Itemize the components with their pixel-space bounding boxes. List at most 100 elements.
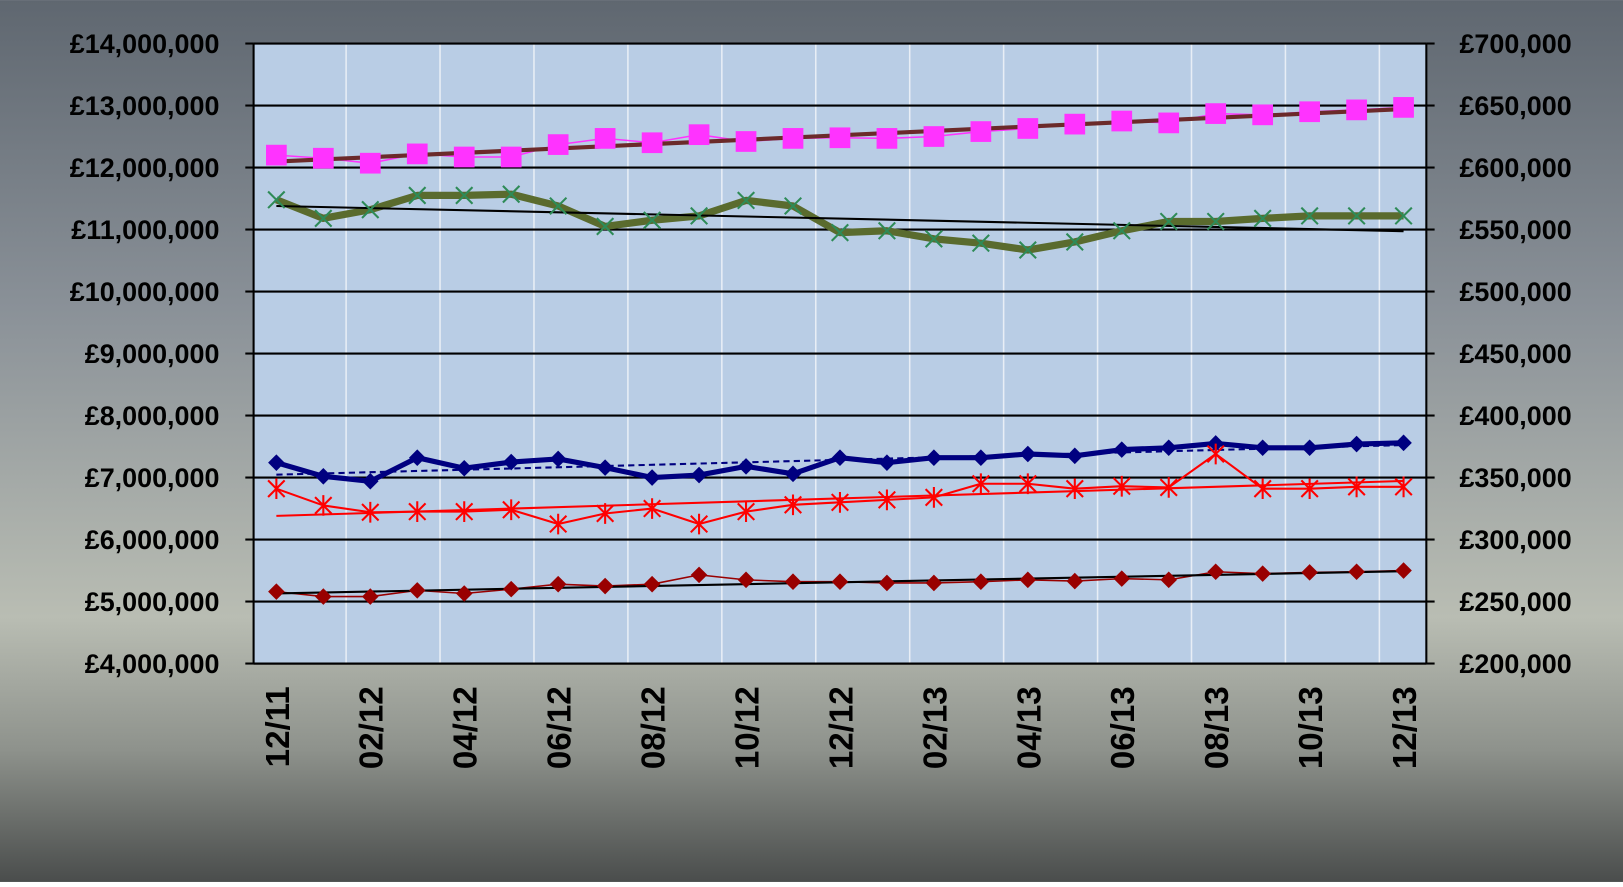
marker [1064,113,1086,135]
marker [1300,206,1319,225]
marker [737,191,756,210]
marker [643,575,661,593]
marker [643,211,662,230]
x-tick-label: 12/11 [260,686,297,767]
y2-tick-label: £400,000 [1459,401,1571,431]
trendline [276,204,1404,233]
marker [876,128,898,149]
marker [924,487,943,508]
marker [690,566,708,584]
marker [502,499,521,521]
x-tick-label: 06/13 [1105,686,1142,769]
x-tick-label: 02/13 [917,686,954,769]
y2-tick-label: £700,000 [1459,29,1571,59]
marker [359,152,381,174]
marker [972,573,990,590]
marker [1018,240,1037,260]
marker [362,472,379,490]
marker [1207,563,1224,581]
marker [1394,476,1413,498]
marker [268,583,285,600]
marker [314,495,333,516]
x-tick-label: 08/12 [636,686,673,769]
marker [1301,564,1318,581]
marker [1394,206,1413,225]
x-tick-label: 06/12 [542,686,579,769]
marker [878,574,896,592]
x-tick-label: 02/12 [354,686,391,769]
x-tick-label: 12/13 [1387,686,1424,769]
marker [1395,434,1412,452]
y-tick-label: £9,000,000 [85,339,220,369]
y-tick-label: £14,000,000 [70,29,220,59]
marker [1159,212,1178,231]
y-tick-label: £11,000,000 [71,215,219,245]
marker [782,128,804,149]
marker [972,449,990,466]
marker [408,501,427,522]
marker [1160,571,1178,589]
marker [312,147,334,169]
marker [594,128,616,149]
marker [784,573,802,590]
marker [1253,209,1272,228]
marker [1206,212,1225,231]
marker [737,501,756,522]
y-tick-label: £4,000,000 [85,649,220,679]
x-tick-label: 08/13 [1199,686,1236,769]
marker [549,196,568,215]
marker [1112,221,1131,240]
marker [1018,473,1037,495]
marker [877,489,896,511]
marker [1019,571,1037,589]
marker [643,469,661,486]
x-tick-label: 12/12 [823,686,860,769]
marker [1160,439,1178,457]
marker [596,217,615,236]
marker [737,571,755,589]
marker [924,229,943,248]
y2-tick-label: £350,000 [1459,463,1571,493]
y-tick-label: £8,000,000 [85,401,220,431]
marker [455,186,474,205]
marker [1065,232,1084,251]
marker [362,588,379,605]
y2-tick-label: £450,000 [1459,339,1571,369]
marker [1301,439,1318,457]
marker [830,491,849,513]
marker [1065,478,1084,500]
y2-tick-label: £600,000 [1459,153,1571,183]
y2-tick-label: £200,000 [1459,649,1571,679]
marker [688,124,710,146]
marker [455,501,474,522]
marker [971,234,990,253]
marker [596,503,615,524]
marker [267,190,286,209]
y2-tick-label: £500,000 [1459,277,1571,307]
x-tick-label: 04/12 [448,686,485,769]
x-tick-label: 04/13 [1011,686,1048,769]
y2-tick-label: £250,000 [1459,587,1571,617]
y-tick-label: £12,000,000 [70,153,220,183]
marker [831,573,849,590]
marker [1254,565,1271,582]
marker [1111,110,1133,132]
marker [877,221,896,240]
marker [970,121,992,142]
marker [408,582,426,599]
marker [596,577,614,595]
marker [1019,445,1037,463]
marker [641,132,663,154]
marker [925,449,943,466]
marker [783,494,803,516]
marker [1393,97,1414,118]
marker [502,185,521,204]
y2-tick-label: £650,000 [1459,91,1571,121]
marker [315,588,332,605]
y-tick-label: £13,000,000 [70,91,220,121]
marker [408,186,427,205]
marker [502,453,520,471]
marker [266,144,287,166]
